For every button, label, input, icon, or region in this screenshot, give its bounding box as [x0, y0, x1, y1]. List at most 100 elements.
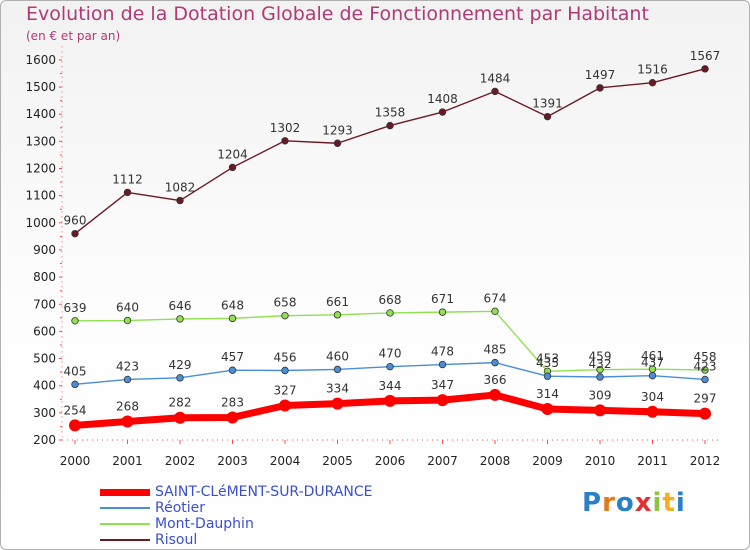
data-point — [648, 371, 657, 380]
data-point — [333, 311, 342, 319]
data-point — [438, 360, 447, 369]
data-label: 1293 — [322, 123, 353, 137]
data-point — [71, 317, 79, 325]
data-point — [281, 311, 289, 320]
data-label: 309 — [589, 388, 612, 402]
x-tick-label: 2010 — [585, 454, 616, 468]
data-point — [594, 404, 606, 417]
data-label: 314 — [536, 387, 559, 401]
y-tick-label: 400 — [33, 379, 56, 393]
legend-swatch — [100, 539, 150, 541]
data-point — [543, 112, 552, 121]
data-label: 658 — [274, 296, 297, 310]
y-tick-label: 500 — [33, 352, 56, 366]
chart-title: Evolution de la Dotation Globale de Fonc… — [26, 3, 649, 25]
data-point — [648, 79, 657, 87]
data-point — [121, 415, 134, 428]
data-label: 283 — [221, 395, 244, 409]
x-tick-label: 2012 — [690, 454, 721, 468]
legend-swatch — [100, 488, 150, 496]
data-point — [123, 375, 132, 384]
x-tick-label: 2000 — [60, 454, 91, 468]
data-point — [228, 366, 237, 374]
data-label: 470 — [379, 347, 402, 361]
x-tick-label: 2006 — [375, 454, 406, 468]
x-tick-label: 2001 — [112, 454, 143, 468]
data-point — [333, 365, 342, 374]
data-label: 423 — [116, 359, 139, 373]
data-labels: 960 1112 1082 1204 1302 1293 1358 1408 1484 1391 1… — [64, 49, 721, 417]
data-point — [438, 108, 447, 116]
legend-label: Risoul — [155, 532, 198, 548]
data-label: 344 — [379, 379, 402, 393]
data-point — [701, 366, 709, 374]
data-point — [333, 139, 342, 147]
data-label: 1408 — [427, 92, 458, 106]
data-label: 1082 — [165, 181, 196, 195]
y-tick-label: 1400 — [25, 107, 56, 121]
data-point — [438, 308, 447, 316]
data-point — [123, 188, 132, 197]
data-label: 366 — [484, 373, 507, 387]
data-point — [436, 394, 449, 407]
data-label: 648 — [221, 298, 244, 312]
data-point — [701, 65, 709, 73]
data-point — [596, 365, 604, 374]
x-tick-label: 2008 — [480, 454, 511, 468]
y-tick-label: 900 — [33, 243, 56, 257]
data-point — [228, 163, 237, 172]
y-tick-label: 600 — [33, 324, 56, 338]
data-label: 458 — [694, 350, 717, 364]
data-label: 461 — [641, 349, 664, 363]
data-label: 671 — [431, 292, 454, 306]
chart-subtitle: (en € et par an) — [26, 29, 121, 43]
data-label: 1567 — [690, 49, 721, 63]
data-point — [123, 316, 132, 325]
y-tick-label: 1600 — [25, 53, 56, 67]
legend-swatch — [100, 523, 150, 525]
data-label: 297 — [694, 392, 717, 406]
y-tick-label: 1200 — [25, 162, 56, 176]
data-point — [174, 411, 186, 424]
y-tick-label: 1300 — [25, 134, 56, 148]
data-label: 327 — [274, 384, 297, 398]
y-tick-label: 1500 — [25, 80, 56, 94]
axes: 200 300 400 500 600 700 800 900 1000 1100 1200 1300… — [25, 46, 720, 468]
data-point — [331, 397, 344, 410]
data-point — [228, 314, 237, 323]
data-label: 254 — [64, 403, 87, 417]
data-point — [69, 419, 81, 432]
data-label: 405 — [64, 364, 87, 378]
data-point — [386, 121, 394, 130]
data-point — [596, 373, 604, 381]
data-point — [281, 137, 289, 145]
data-label: 457 — [221, 350, 244, 364]
data-point — [701, 375, 709, 384]
data-label: 1497 — [585, 68, 616, 82]
data-point — [489, 388, 501, 401]
x-tick-label: 2007 — [427, 454, 458, 468]
data-label: 1484 — [480, 71, 511, 85]
data-point — [491, 358, 499, 367]
data-point — [226, 411, 239, 424]
data-point — [279, 399, 291, 412]
data-point — [699, 407, 711, 420]
y-tick-label: 300 — [33, 406, 56, 420]
data-label: 347 — [431, 378, 454, 392]
data-point — [176, 196, 184, 205]
data-point — [384, 394, 396, 407]
data-point — [71, 380, 79, 389]
x-tick-label: 2009 — [532, 454, 563, 468]
x-tick-label: 2011 — [637, 454, 668, 468]
data-label: 459 — [589, 350, 612, 364]
data-label: 334 — [326, 382, 349, 396]
data-label: 668 — [379, 293, 402, 307]
data-point — [543, 372, 552, 380]
y-tick-label: 1000 — [25, 216, 56, 230]
data-label: 1204 — [217, 147, 248, 161]
data-label: 268 — [116, 400, 139, 414]
data-label: 435 — [536, 356, 559, 370]
legend-label: Mont-Dauphin — [155, 516, 254, 532]
